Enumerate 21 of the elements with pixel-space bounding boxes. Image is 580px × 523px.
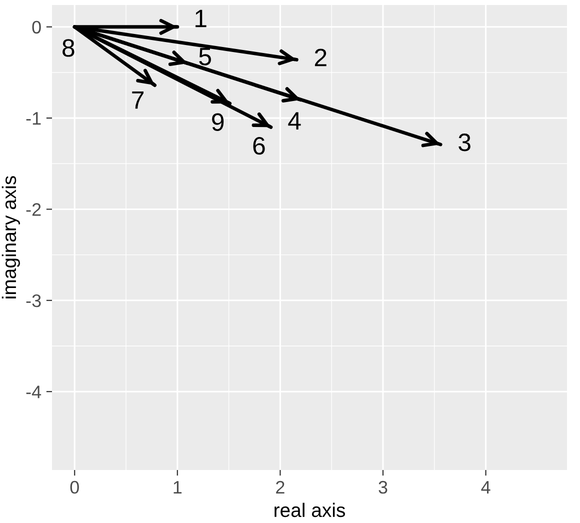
annotation: 3 [458,134,470,152]
annotation: 7 [132,91,144,109]
x-axis-title: real axis [274,502,345,518]
y-axis-title: imaginary axis [2,176,20,298]
annotation: 9 [212,113,224,131]
annotation: 1 [196,10,206,28]
y-tick-label: -3 [26,294,41,308]
annotation: 6 [253,136,265,155]
y-tick-label: -2 [26,203,41,216]
annotation: 5 [199,48,211,66]
x-tick-label: 1 [174,481,182,494]
annotation: 2 [314,48,326,66]
x-tick-label: 3 [378,480,388,494]
x-tick-label: 4 [481,481,490,494]
annotation: 8 [62,39,74,57]
y-tick-label: 0 [32,20,41,34]
y-tick-label: -1 [26,112,41,125]
x-tick-label: 0 [70,480,79,494]
y-tick-label: -4 [26,386,42,398]
x-tick-label: 2 [276,480,284,494]
annotation: 4 [288,112,301,130]
